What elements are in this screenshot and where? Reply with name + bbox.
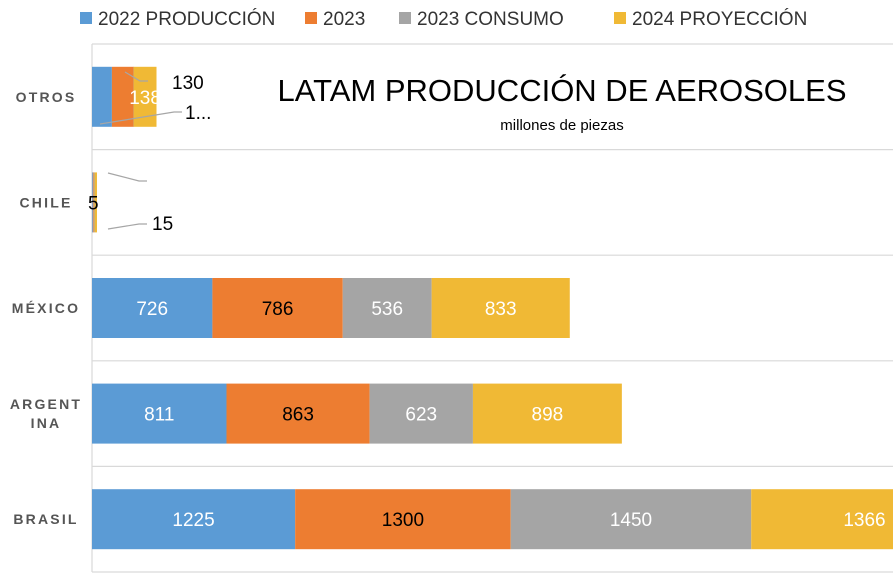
legend-label-2023: 2023 (323, 9, 365, 30)
bar-chile-2023-consumo (93, 172, 95, 233)
chart-subtitle: millones de piezas (500, 117, 623, 134)
data-label-argentina-2024-proyeccion: 898 (532, 405, 564, 426)
bar-otros-2022-produccion (92, 66, 112, 127)
bar-chile-2024-proyeccion (94, 172, 97, 233)
data-label-otros-2024-proyeccion: 138 (129, 88, 161, 109)
data-labels: 138 5 726 786 536 833 811 863 623 898 1225 1300 1450… (88, 88, 886, 531)
data-label-brasil-2022-produccion: 1225 (172, 510, 214, 531)
bar-chile-2023 (92, 172, 94, 233)
data-label-chile-2023: 5 (88, 193, 99, 214)
legend-swatch-2023-consumo (399, 12, 411, 24)
category-label-argentina: INA (31, 415, 62, 431)
bar-chile-2022-produccion (92, 172, 93, 233)
bar-brasil-2023 (295, 489, 511, 550)
gridlines (91, 43, 893, 573)
callout-label-chile: 15 (152, 214, 173, 235)
bar-brasil-2022-produccion (92, 489, 296, 550)
category-label-mexico: MÉXICO (12, 300, 80, 316)
callout-label-otros: 130 (172, 73, 204, 94)
bar-otros-2024-proyeccion (133, 66, 157, 127)
bar-brasil-2024-proyeccion (751, 489, 893, 550)
bar-argentina-2023 (226, 383, 370, 444)
legend-swatch-2023 (305, 12, 317, 24)
callout-leader-line (124, 71, 148, 82)
category-label-brasil: BRASIL (13, 511, 78, 527)
data-label-mexico-2022-produccion: 726 (136, 299, 168, 320)
legend-swatch-2022-produccion (80, 12, 92, 24)
bar-argentina-2023-consumo (369, 383, 473, 444)
bars (92, 66, 893, 550)
bar-argentina-2022-produccion (92, 383, 227, 444)
callouts: 130 1... 15 (99, 71, 211, 235)
callout-leader-line (107, 223, 147, 230)
bar-argentina-2024-proyeccion (472, 383, 622, 444)
data-label-mexico-2023-consumo: 536 (371, 299, 403, 320)
bar-otros-2023 (111, 66, 134, 127)
legend-label-2024-proyeccion: 2024 PROYECCIÓN (632, 8, 807, 30)
data-label-brasil-2024-proyeccion: 1366 (843, 510, 885, 531)
bar-mexico-2024-proyeccion (431, 278, 570, 338)
legend-label-2023-consumo: 2023 CONSUMO (417, 9, 564, 30)
bar-mexico-2023 (212, 278, 343, 338)
callout-label-otros: 1... (185, 103, 211, 124)
category-axis: OTROS CHILE MÉXICO ARGENT INA BRASIL (10, 89, 82, 527)
legend: 2022 PRODUCCIÓN 2023 2023 CONSUMO 2024 PROY… (80, 8, 807, 30)
data-label-mexico-2024-proyeccion: 833 (485, 299, 517, 320)
legend-label-2022-produccion: 2022 PRODUCCIÓN (98, 8, 275, 30)
data-label-argentina-2023: 863 (282, 405, 314, 426)
data-label-argentina-2022-produccion: 811 (144, 405, 174, 426)
category-label-chile: CHILE (20, 194, 73, 210)
callout-leader-line (107, 172, 147, 182)
callout-leader-line (99, 111, 182, 125)
bar-brasil-2023-consumo (510, 489, 752, 550)
bar-mexico-2022-produccion (92, 278, 213, 338)
category-label-argentina: ARGENT (10, 396, 82, 412)
legend-swatch-2024-proyeccion (614, 12, 626, 24)
bar-mexico-2023-consumo (342, 278, 432, 338)
chart-title: LATAM PRODUCCIÓN DE AEROSOLES (277, 73, 846, 108)
data-label-brasil-2023: 1300 (382, 510, 424, 531)
data-label-argentina-2023-consumo: 623 (405, 405, 437, 426)
data-label-mexico-2023: 786 (262, 299, 294, 320)
category-label-otros: OTROS (16, 89, 77, 105)
data-label-brasil-2023-consumo: 1450 (610, 510, 652, 531)
